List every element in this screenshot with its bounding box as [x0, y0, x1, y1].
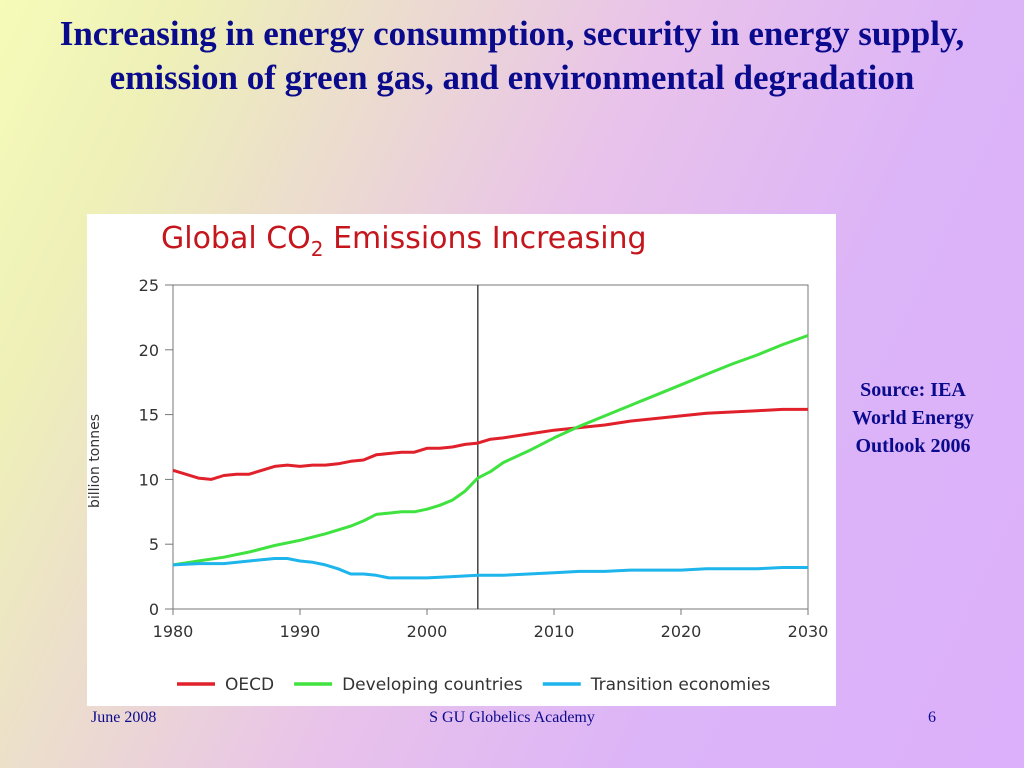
footer-page-number: 6 [928, 709, 936, 726]
x-tick-label: 2010 [534, 622, 575, 641]
y-tick-label: 5 [149, 535, 159, 554]
footer-date: June 2008 [91, 709, 157, 726]
series-line-transition-economies [172, 557, 808, 580]
x-tick-label: 2020 [661, 622, 702, 641]
legend: OECD Developing countries Transition econo… [177, 675, 771, 695]
y-axis: 0 5 10 15 20 25 [139, 276, 173, 619]
chart-svg: Global CO2 Emissions Increasing billion … [87, 221, 829, 695]
y-tick-label: 25 [139, 276, 159, 295]
legend-label-transition-economies: Transition economies [590, 675, 771, 695]
source-note: Source: IEA World Energy Outlook 2006 [852, 379, 974, 457]
slide-title: Increasing in energy consumption, securi… [59, 14, 965, 97]
x-tick-label: 1980 [153, 622, 194, 641]
legend-label-developing-countries: Developing countries [342, 675, 523, 695]
x-tick-label: 1990 [280, 622, 321, 641]
x-axis: 1980 1990 2000 2010 2020 2030 [153, 609, 829, 641]
plot-frame [172, 284, 809, 610]
x-tick-label: 2000 [407, 622, 448, 641]
y-tick-label: 15 [139, 406, 159, 425]
series-line-oecd [172, 407, 808, 481]
y-tick-label: 20 [139, 341, 159, 360]
series-lines [172, 334, 809, 580]
y-axis-label: billion tonnes [87, 414, 103, 508]
legend-label-oecd: OECD [225, 675, 274, 695]
y-tick-label: 0 [149, 600, 159, 619]
footer-organization: S GU Globelics Academy [429, 709, 595, 726]
chart-title: Global CO2 Emissions Increasing [161, 221, 647, 261]
x-tick-label: 2030 [788, 622, 829, 641]
y-tick-label: 10 [139, 470, 159, 489]
co2-emissions-chart: Global CO2 Emissions Increasing billion … [87, 214, 836, 706]
series-line-developing-countries [172, 334, 809, 567]
